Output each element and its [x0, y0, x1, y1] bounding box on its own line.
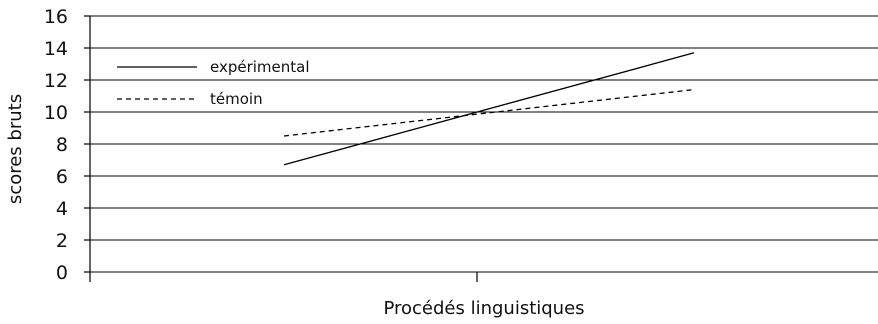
- series-line-temoin: [284, 90, 694, 136]
- legend: expérimental témoin: [117, 58, 310, 108]
- y-tick-label: 8: [56, 134, 68, 156]
- y-tick-label: 2: [56, 230, 68, 252]
- y-tick-label: 14: [44, 38, 68, 60]
- y-axis-title: scores bruts: [5, 94, 26, 204]
- y-tick-label: 12: [44, 70, 68, 92]
- series-line-experimental: [284, 53, 694, 165]
- gridlines: [90, 16, 878, 272]
- y-tick-label: 6: [56, 166, 68, 188]
- y-tick-label: 10: [44, 102, 68, 124]
- y-tick-label: 0: [56, 262, 68, 284]
- y-tick-label: 16: [44, 6, 68, 28]
- legend-label: témoin: [210, 90, 263, 108]
- y-tick-labels: 0 2 4 6 8 10 12 14 16: [44, 6, 68, 284]
- legend-label: expérimental: [210, 58, 310, 76]
- y-tick-label: 4: [56, 198, 68, 220]
- x-axis-title: Procédés linguistiques: [383, 298, 584, 319]
- plot-lines: [284, 53, 694, 165]
- axes: [84, 16, 477, 282]
